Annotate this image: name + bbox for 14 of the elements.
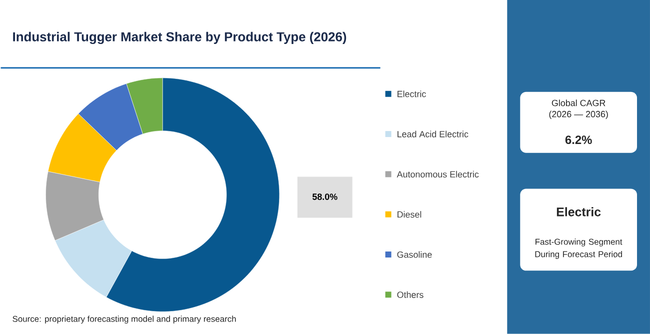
chart-title: Industrial Tugger Market Share by Product Type (2026) [13, 32, 346, 44]
legend-label: Electric [398, 90, 426, 98]
text: Global CAGR [552, 100, 606, 106]
data-label: 58.0% [312, 194, 338, 200]
legend-label: Autonomous Electric [396, 170, 479, 178]
source-note: Source: proprietary forecasting model and primary research [12, 316, 236, 324]
text: 6.2% [565, 136, 592, 144]
legend-label: Lead Acid Electric [398, 130, 468, 138]
text: (2026 — 2036) [549, 110, 608, 120]
legend-label: Others [397, 291, 424, 298]
legend-label: Gasoline [397, 251, 432, 258]
legend-label: Diesel [398, 211, 422, 218]
text: Electric [556, 207, 601, 216]
text: Fast-Growing Segment During Forecast Period [535, 238, 622, 259]
